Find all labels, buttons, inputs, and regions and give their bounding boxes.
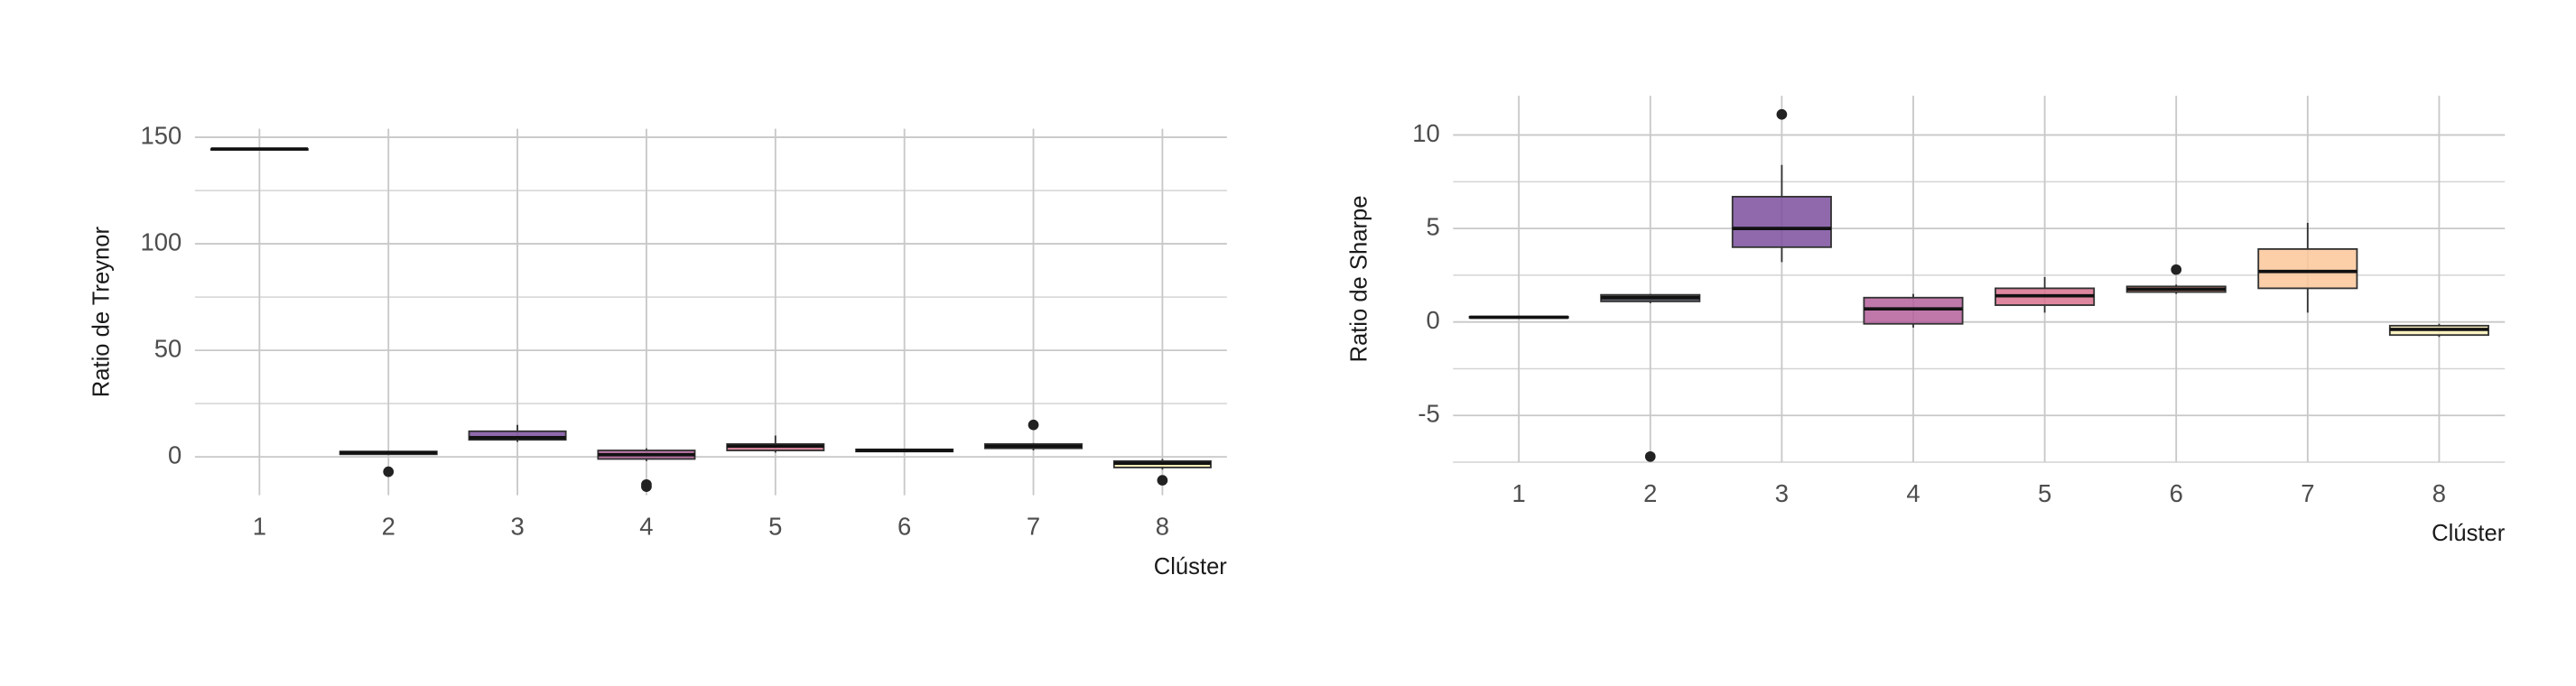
x-tick-label: 4 bbox=[639, 512, 653, 540]
x-tick-label: 1 bbox=[1512, 479, 1526, 507]
x-tick-label: 5 bbox=[768, 512, 782, 540]
x-tick-label: 1 bbox=[253, 512, 266, 540]
x-axis-title: Clúster bbox=[2432, 521, 2506, 546]
y-tick-label: -5 bbox=[1418, 399, 1439, 427]
x-tick-label: 7 bbox=[1027, 512, 1040, 540]
x-tick-label: 2 bbox=[1643, 479, 1657, 507]
x-tick-label: 7 bbox=[2301, 479, 2314, 507]
x-tick-label: 3 bbox=[510, 512, 524, 540]
y-tick-label: 0 bbox=[168, 440, 181, 468]
y-axis-title: Ratio de Treynor bbox=[88, 227, 114, 398]
outlier bbox=[1776, 108, 1788, 120]
x-tick-label: 5 bbox=[2038, 479, 2051, 507]
x-tick-label: 6 bbox=[897, 512, 911, 540]
x-tick-label: 4 bbox=[1906, 479, 1920, 507]
outlier bbox=[383, 466, 395, 477]
x-axis-title: Clúster bbox=[1154, 554, 1228, 579]
y-tick-label: 100 bbox=[141, 227, 182, 255]
box bbox=[468, 430, 567, 441]
x-tick-label: 3 bbox=[1775, 479, 1789, 507]
y-tick-label: 10 bbox=[1412, 119, 1440, 147]
y-tick-label: 150 bbox=[141, 121, 182, 149]
outlier bbox=[2171, 264, 2182, 275]
box bbox=[2257, 247, 2358, 290]
y-tick-label: 0 bbox=[1426, 306, 1439, 334]
x-tick-label: 8 bbox=[2432, 479, 2446, 507]
outlier bbox=[1644, 450, 1656, 462]
y-tick-label: 50 bbox=[154, 334, 182, 362]
box bbox=[1731, 195, 1832, 248]
y-axis-title: Ratio de Sharpe bbox=[1347, 196, 1372, 363]
x-tick-label: 2 bbox=[382, 512, 395, 540]
y-tick-label: 5 bbox=[1426, 212, 1439, 240]
box bbox=[1863, 296, 1964, 325]
x-tick-label: 6 bbox=[2170, 479, 2183, 507]
outlier bbox=[1028, 419, 1039, 431]
x-tick-label: 8 bbox=[1156, 512, 1169, 540]
outlier bbox=[641, 481, 652, 493]
outlier bbox=[1157, 475, 1168, 486]
